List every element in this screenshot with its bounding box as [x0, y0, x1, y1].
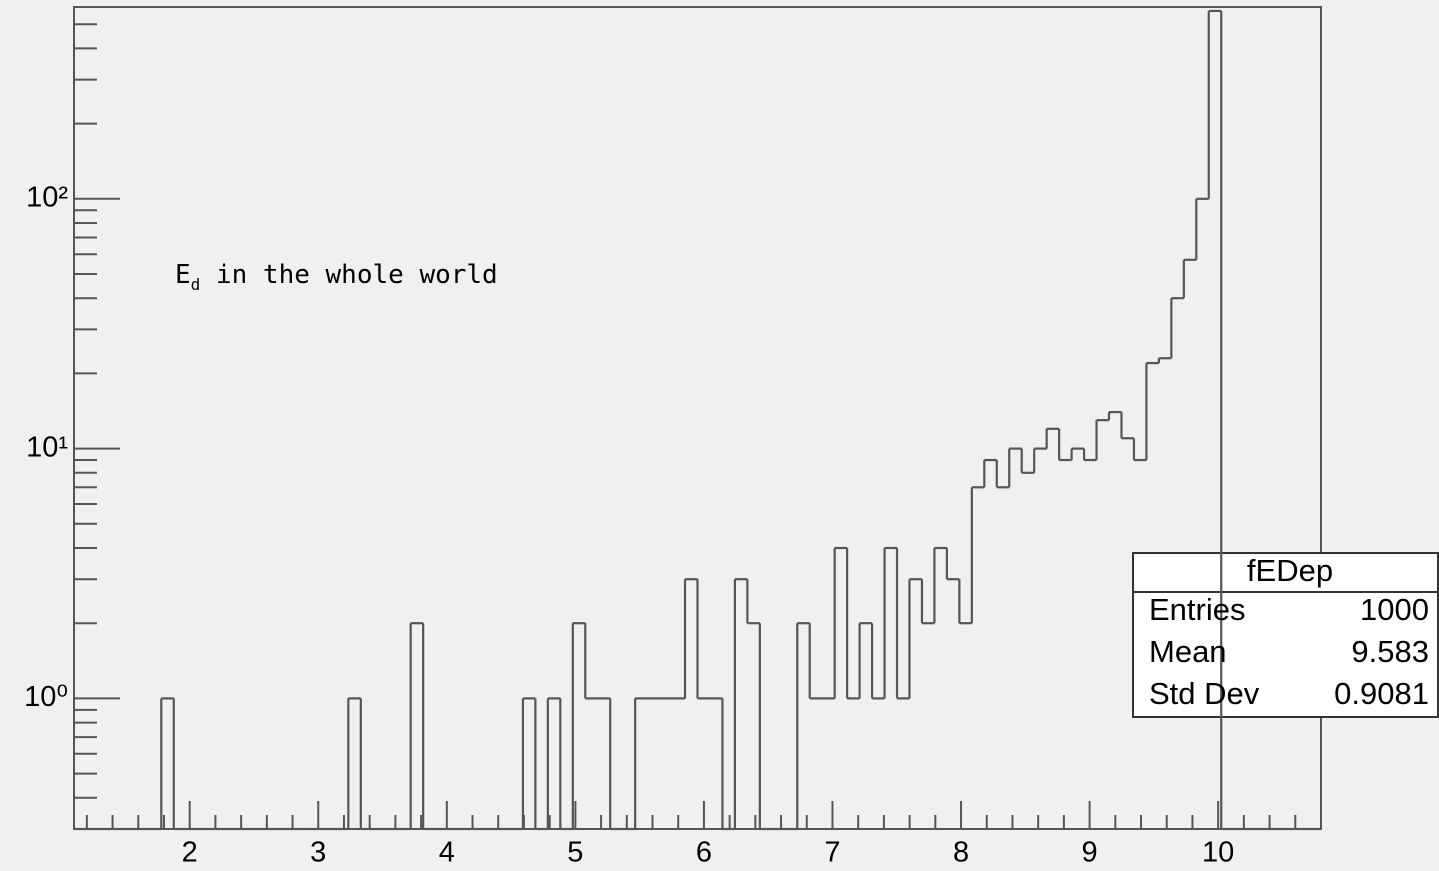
- stats-label: Mean: [1149, 634, 1227, 669]
- x-tick-label: 8: [953, 837, 969, 869]
- stats-label: Std Dev: [1149, 676, 1260, 711]
- x-tick-label: 7: [824, 837, 840, 869]
- y-tick-label: 10¹: [26, 431, 68, 463]
- annotation-text: in the whole world: [200, 260, 497, 290]
- stats-value: 9.583: [1351, 634, 1429, 669]
- stats-value: 1000: [1360, 592, 1429, 627]
- annotation: Ed in the whole world: [175, 260, 498, 294]
- stats-value: 0.9081: [1334, 676, 1429, 711]
- annotation-subscript: d: [191, 275, 201, 294]
- x-tick-label: 10: [1202, 837, 1234, 869]
- y-tick-label: 10⁰: [24, 681, 68, 713]
- x-tick-label: 5: [567, 837, 583, 869]
- annotation-base: E: [175, 260, 191, 290]
- y-tick-label: 10²: [26, 181, 68, 213]
- x-tick-label: 9: [1082, 837, 1098, 869]
- stats-title: fEDep: [1247, 553, 1333, 588]
- x-tick-label: 4: [439, 837, 455, 869]
- x-tick-label: 6: [696, 837, 712, 869]
- x-tick-label: 3: [310, 837, 326, 869]
- stats-box: [1132, 552, 1439, 718]
- stats-label: Entries: [1149, 592, 1245, 627]
- x-tick-label: 2: [182, 837, 198, 869]
